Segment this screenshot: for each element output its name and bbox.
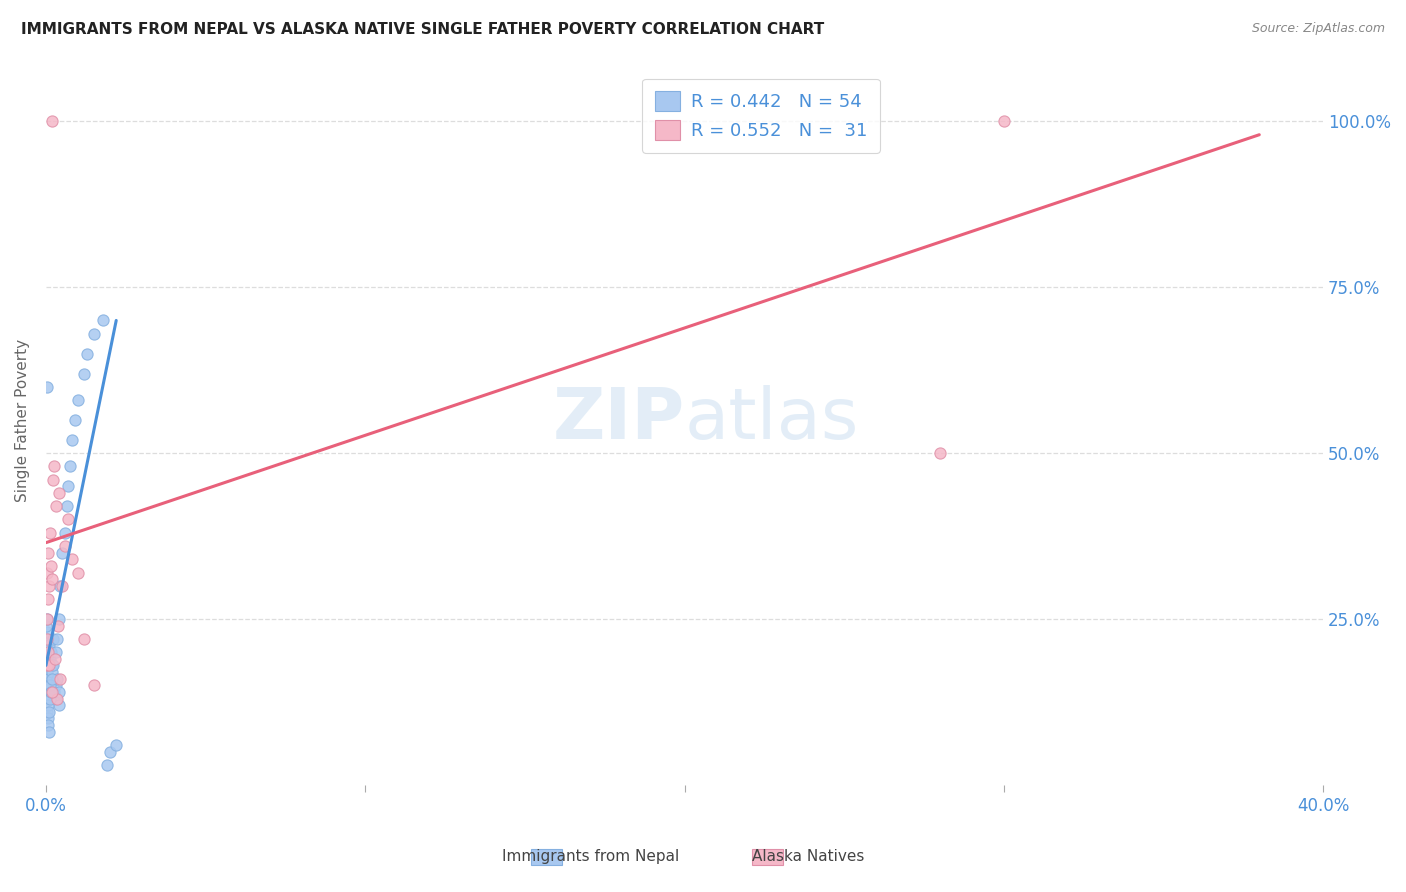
Point — [48, 698, 70, 713]
Point — [60, 552, 83, 566]
Point — [38, 724, 60, 739]
Point — [46, 618, 69, 632]
Point — [45, 691, 67, 706]
Point — [58, 479, 80, 493]
Point — [37, 546, 59, 560]
Point — [37, 672, 59, 686]
Text: Source: ZipAtlas.com: Source: ZipAtlas.com — [1251, 22, 1385, 36]
Point — [73, 632, 96, 646]
Point — [38, 658, 60, 673]
Point — [38, 678, 60, 692]
Point — [66, 566, 89, 580]
Point — [42, 473, 65, 487]
Point — [37, 665, 59, 679]
Point — [38, 579, 60, 593]
Point — [35, 625, 58, 640]
Point — [98, 745, 121, 759]
Point — [929, 446, 952, 460]
Point — [63, 413, 86, 427]
Text: ZIP: ZIP — [553, 385, 685, 454]
Point — [35, 612, 58, 626]
Point — [96, 757, 118, 772]
Point — [37, 658, 59, 673]
Point — [51, 546, 73, 560]
Point — [37, 380, 59, 394]
Point — [37, 651, 59, 665]
Point — [41, 685, 63, 699]
Point — [35, 632, 58, 646]
Point — [35, 566, 58, 580]
Point — [83, 326, 105, 341]
Point — [38, 651, 60, 665]
Point — [45, 499, 67, 513]
Point — [83, 678, 105, 692]
Point — [993, 114, 1015, 128]
Point — [41, 114, 63, 128]
Point — [37, 645, 59, 659]
Point — [35, 612, 58, 626]
Point — [39, 558, 62, 573]
Point — [42, 685, 65, 699]
Point — [49, 672, 72, 686]
Point — [37, 592, 59, 607]
Point — [44, 651, 66, 665]
Text: IMMIGRANTS FROM NEPAL VS ALASKA NATIVE SINGLE FATHER POVERTY CORRELATION CHART: IMMIGRANTS FROM NEPAL VS ALASKA NATIVE S… — [21, 22, 824, 37]
Point — [53, 539, 76, 553]
Point — [76, 346, 98, 360]
Point — [66, 392, 89, 407]
Point — [105, 738, 128, 752]
Point — [53, 525, 76, 540]
Point — [45, 678, 67, 692]
Point — [37, 658, 59, 673]
Point — [60, 433, 83, 447]
Point — [35, 691, 58, 706]
Point — [55, 499, 77, 513]
Point — [37, 711, 59, 725]
Point — [37, 718, 59, 732]
Point — [42, 632, 65, 646]
Point — [41, 665, 63, 679]
Point — [51, 579, 73, 593]
Point — [41, 572, 63, 586]
Point — [38, 691, 60, 706]
Point — [37, 698, 59, 713]
Point — [58, 512, 80, 526]
Point — [41, 658, 63, 673]
Point — [37, 705, 59, 719]
Point — [93, 313, 115, 327]
Text: Immigrants from Nepal: Immigrants from Nepal — [502, 849, 679, 863]
Point — [35, 618, 58, 632]
Point — [35, 645, 58, 659]
Point — [38, 525, 60, 540]
Legend: R = 0.442   N = 54, R = 0.552   N =  31: R = 0.442 N = 54, R = 0.552 N = 31 — [643, 78, 880, 153]
Point — [45, 645, 67, 659]
Point — [46, 691, 69, 706]
Point — [35, 632, 58, 646]
Y-axis label: Single Father Poverty: Single Father Poverty — [15, 338, 30, 501]
Point — [42, 459, 65, 474]
Point — [42, 658, 65, 673]
Point — [49, 579, 72, 593]
Text: atlas: atlas — [685, 385, 859, 454]
Point — [39, 678, 62, 692]
Point — [38, 705, 60, 719]
Point — [48, 612, 70, 626]
Point — [48, 685, 70, 699]
Point — [48, 486, 70, 500]
Point — [59, 459, 82, 474]
Point — [38, 639, 60, 653]
Point — [39, 645, 62, 659]
Point — [41, 672, 63, 686]
Text: Alaska Natives: Alaska Natives — [752, 849, 865, 863]
Point — [39, 685, 62, 699]
Point — [46, 632, 69, 646]
Point — [73, 367, 96, 381]
Point — [46, 672, 69, 686]
